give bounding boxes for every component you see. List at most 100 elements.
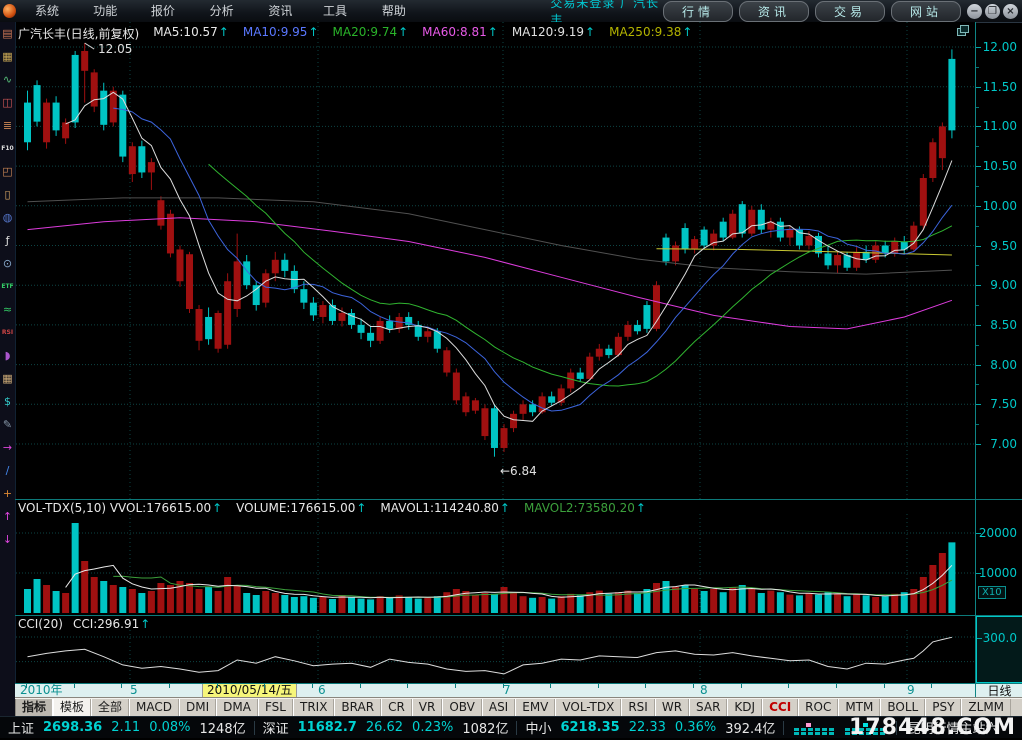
tab-brar[interactable]: BRAR (334, 699, 382, 716)
menu-item-1[interactable]: 系统(S) (34, 4, 59, 40)
main-price-chart[interactable] (16, 22, 975, 499)
tab-roc[interactable]: ROC (798, 699, 839, 716)
kline-chart-icon[interactable]: ◫ (2, 96, 13, 109)
close-button[interactable]: × (1003, 3, 1018, 19)
tab-cr[interactable]: CR (381, 699, 412, 716)
menu-bar: 系统(S) 功能(F) 报价(B) 分析(A) 资讯(I) 工具(V) 帮助(H) (24, 0, 430, 40)
pane-separator[interactable] (15, 615, 1022, 616)
index-quote-2[interactable]: 深证 11682.7 26.62 0.23% 1082亿 (255, 718, 517, 737)
ma-label-4: MA60:8.81↑ (422, 25, 498, 39)
tab-mtm[interactable]: MTM (838, 699, 881, 716)
up-arrow-icon: ↑ (218, 25, 229, 39)
tab-wr[interactable]: WR (654, 699, 690, 716)
tab-vr[interactable]: VR (411, 699, 443, 716)
pane-separator[interactable] (15, 499, 1022, 500)
indicator-tab-bar: 指标 模板 全部 MACD DMI DMA FSL TRIX BRAR CR VR OBV ASI EMV… (15, 698, 1022, 716)
wave-tool-icon[interactable]: ≈ (2, 303, 13, 316)
zoom-tool-icon[interactable]: ⊙ (2, 257, 13, 270)
price-tick-label: 9.50 (990, 238, 1017, 253)
tab-全部[interactable]: 全部 (91, 699, 130, 716)
tab-指标[interactable]: 指标 (15, 699, 54, 716)
period-label[interactable]: 日线 (975, 684, 1022, 698)
menu-item-5[interactable]: 资讯(I) (268, 4, 293, 40)
main-chart-header: 广汽长丰(日线,前复权) MA5:10.57↑ MA10:9.95↑ MA20:9.… (18, 25, 692, 42)
menu-item-3[interactable]: 报价(B) (150, 4, 175, 40)
menu-item-4[interactable]: 分析(A) (209, 4, 234, 40)
price-tick-label: 8.00 (990, 357, 1017, 372)
month-tick-label: 9 (907, 683, 915, 697)
trend-chart-icon[interactable]: ∿ (2, 73, 13, 86)
etf-board-icon[interactable]: ETF (1, 282, 14, 290)
money-flow-icon[interactable]: $ (4, 395, 11, 408)
stock-report-icon[interactable]: ▤ (2, 27, 13, 40)
tab-trix[interactable]: TRIX (292, 699, 335, 716)
tab-rsi[interactable]: RSI (621, 699, 655, 716)
decision-tool-icon[interactable]: ◗ (4, 349, 11, 362)
month-tick-label: 7 (503, 683, 511, 697)
tab-sar[interactable]: SAR (689, 699, 728, 716)
ma-label-6: MA250:9.38↑ (609, 25, 693, 39)
cci-indicator-chart[interactable] (16, 616, 975, 682)
header-button-3[interactable]: 交易 (815, 0, 885, 22)
tab-fsl[interactable]: FSL (257, 699, 293, 716)
menu-item-7[interactable]: 帮助(H) (381, 4, 406, 40)
tab-cci[interactable]: CCI (762, 699, 799, 716)
tab-obv[interactable]: OBV (442, 699, 482, 716)
rsi-tool-icon[interactable]: RSI (1, 328, 14, 336)
self-select-icon[interactable]: ▯ (4, 188, 11, 201)
tab-asi[interactable]: ASI (481, 699, 516, 716)
multi-window-icon[interactable]: ◰ (2, 165, 13, 178)
index-change: 22.33 (628, 720, 666, 735)
volume-label-1: VOL-TDX(5,10) VVOL:176615.00↑ (18, 501, 223, 515)
up-arrow-icon: ↑ (356, 501, 367, 515)
tab-vol-tdx[interactable]: VOL-TDX (555, 699, 622, 716)
tab-boll[interactable]: BOLL (880, 699, 926, 716)
up-arrow-icon: ↑ (635, 501, 646, 515)
block-panel-icon[interactable]: ▦ (2, 372, 13, 385)
f10-info-icon[interactable]: F10 (1, 144, 14, 152)
divider (15, 697, 1022, 698)
index-amount: 392.4亿 (725, 722, 776, 737)
restore-button[interactable]: ❐ (985, 3, 1000, 19)
crosshair-date-label: 2010/05/14/五 (202, 684, 298, 697)
page-down-icon[interactable]: ↓ (2, 533, 13, 546)
header-button-2[interactable]: 资讯 (739, 0, 809, 22)
tab-模板[interactable]: 模板 (53, 699, 92, 716)
restore-pane-icon[interactable] (957, 25, 969, 36)
tab-emv[interactable]: EMV (515, 699, 556, 716)
up-arrow-icon: ↑ (308, 25, 319, 39)
cci-axis-highlighted[interactable]: 300.0 (976, 616, 1022, 683)
move-tool-icon[interactable]: + (2, 487, 13, 500)
index-quote-1[interactable]: 上证 2698.36 2.11 0.08% 1248亿 (0, 718, 254, 737)
index-name: 上证 (8, 722, 35, 737)
header-button-4[interactable]: 网站 (891, 0, 961, 22)
draw-pen-icon[interactable]: ∕ (5, 464, 10, 477)
tab-kdj[interactable]: KDJ (727, 699, 763, 716)
menu-item-2[interactable]: 功能(F) (93, 4, 118, 40)
watermark-text: 178448.COM (849, 715, 1016, 740)
month-tick-label: 5 (130, 683, 138, 697)
tab-zlmm[interactable]: ZLMM (961, 699, 1012, 716)
tab-dmi[interactable]: DMI (179, 699, 217, 716)
quote-table-icon[interactable]: ▦ (2, 50, 13, 63)
price-tick-label: 10.50 (982, 159, 1017, 174)
formula-icon[interactable]: ƒ (5, 234, 10, 247)
header-button-1[interactable]: 行情 (663, 0, 733, 22)
world-market-icon[interactable]: ◍ (2, 211, 13, 224)
index-quote-3[interactable]: 中小 6218.35 22.33 0.36% 392.4亿 (517, 718, 783, 737)
tab-psy[interactable]: PSY (925, 699, 962, 716)
paint-tool-icon[interactable]: ✎ (2, 418, 13, 431)
tab-dma[interactable]: DMA (216, 699, 258, 716)
ma-label-1: MA5:10.57↑ (153, 25, 229, 39)
goto-arrow-icon[interactable]: → (2, 441, 13, 454)
network-traffic-indicator (784, 721, 896, 735)
tab-macd[interactable]: MACD (129, 699, 180, 716)
volume-multiplier-badge: X10 (978, 586, 1006, 599)
cci-name: CCI(20) (18, 617, 63, 631)
menu-item-6[interactable]: 工具(V) (323, 4, 348, 40)
minimize-button[interactable]: − (967, 3, 982, 19)
volume-chart[interactable] (16, 500, 975, 614)
index-name: 深证 (262, 722, 289, 737)
info-list-icon[interactable]: ≣ (2, 119, 13, 132)
page-up-icon[interactable]: ↑ (2, 510, 13, 523)
